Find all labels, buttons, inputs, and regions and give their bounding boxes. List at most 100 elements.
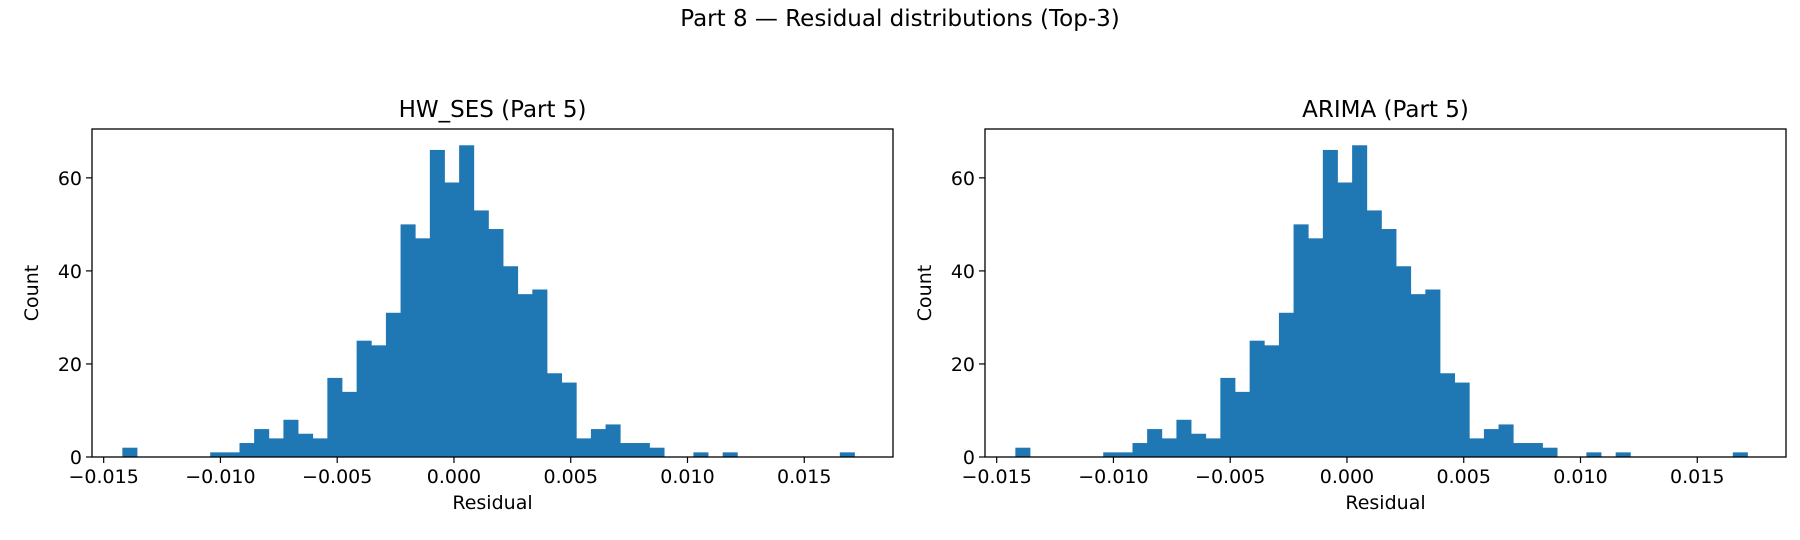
histogram-bar <box>1234 391 1251 457</box>
histogram-bar <box>1498 424 1514 457</box>
y-axis-label: Count <box>914 265 936 321</box>
histogram-bar <box>649 447 665 457</box>
histogram-bar <box>576 438 592 457</box>
histogram-bar <box>1278 312 1294 457</box>
histogram-bar <box>1161 438 1177 457</box>
y-tick-label: 40 <box>951 261 975 283</box>
histogram-bar <box>341 391 358 457</box>
histogram-bar <box>1439 373 1456 457</box>
histogram-bar <box>1337 182 1353 457</box>
x-axis-ticks: −0.015 −0.010 −0.005 0.000 0.005 0.010 0.015 <box>962 457 1724 488</box>
x-tick-label: 0.005 <box>544 466 598 488</box>
histogram-bars <box>1015 145 1748 457</box>
histogram-bar <box>1264 345 1280 457</box>
histogram-bar <box>1293 224 1309 457</box>
histogram-bar <box>1249 340 1265 457</box>
histogram-bar <box>400 224 416 457</box>
histogram-bar <box>268 438 284 457</box>
x-tick-label: −0.015 <box>69 466 139 488</box>
histogram-bar <box>371 345 387 457</box>
x-tick-label: −0.010 <box>185 466 255 488</box>
histogram-bar <box>356 340 372 457</box>
histogram-bar <box>722 452 738 457</box>
y-tick-label: 60 <box>58 168 82 190</box>
histogram-bar <box>415 238 431 457</box>
histogram-bar <box>239 443 255 457</box>
histogram-bar <box>122 447 138 457</box>
histogram-bar <box>1132 443 1148 457</box>
y-tick-label: 20 <box>951 354 975 376</box>
histogram-bars <box>122 145 855 457</box>
chart-title: HW_SES (Part 5) <box>399 97 587 123</box>
histogram-bar <box>283 419 299 457</box>
histogram-bar <box>1454 382 1470 457</box>
histogram-bar <box>532 289 548 457</box>
histogram-bar <box>1425 289 1441 457</box>
axes-frame <box>984 128 1787 458</box>
histogram-bar <box>546 373 563 457</box>
x-tick-label: 0.010 <box>1553 466 1607 488</box>
y-tick-label: 0 <box>70 447 82 469</box>
histogram-bar <box>1527 443 1543 457</box>
histogram-bar <box>385 312 401 457</box>
histogram-bar <box>473 210 489 457</box>
y-tick-label: 0 <box>963 447 975 469</box>
chart-title: ARIMA (Part 5) <box>1302 97 1469 123</box>
histogram-bar <box>210 452 226 457</box>
histogram-bar <box>517 294 533 457</box>
histogram-bar <box>1015 447 1031 457</box>
x-tick-label: 0.005 <box>1437 466 1491 488</box>
x-tick-label: −0.005 <box>302 466 372 488</box>
histogram-bar <box>1103 452 1119 457</box>
x-tick-label: −0.015 <box>962 466 1032 488</box>
histogram-bar <box>1513 443 1529 457</box>
histogram-bar <box>620 443 636 457</box>
x-tick-label: 0.000 <box>1320 466 1374 488</box>
histogram-bar <box>1117 452 1133 457</box>
histogram-bar <box>429 149 445 457</box>
histogram-bar <box>839 452 855 457</box>
histogram-bar <box>298 433 314 457</box>
histogram-bar <box>444 182 460 457</box>
x-tick-label: 0.000 <box>427 466 481 488</box>
histogram-bar <box>1205 438 1221 457</box>
x-tick-label: −0.005 <box>1195 466 1265 488</box>
y-tick-label: 40 <box>58 261 82 283</box>
histogram-bar <box>1191 433 1207 457</box>
histogram-bar <box>1586 452 1602 457</box>
histogram-bar <box>634 443 650 457</box>
histogram-bar <box>1308 238 1324 457</box>
histogram-bar <box>1469 438 1485 457</box>
histogram-bar <box>1147 429 1163 457</box>
histogram-bar <box>1396 266 1412 457</box>
histogram-bar <box>1483 429 1499 457</box>
histogram-bar <box>1732 452 1748 457</box>
x-tick-label: −0.010 <box>1078 466 1148 488</box>
histogram-bar <box>1322 149 1338 457</box>
histogram-bar <box>1366 210 1382 457</box>
histogram-bar <box>254 429 270 457</box>
histogram-bar <box>224 452 240 457</box>
histogram-bar <box>312 438 328 457</box>
figure-suptitle: Part 8 — Residual distributions (Top-3) <box>680 6 1120 32</box>
histogram-bar <box>327 377 343 457</box>
histogram-bar <box>1176 419 1192 457</box>
histogram-bar <box>693 452 709 457</box>
y-axis-ticks: 0 20 40 60 <box>951 168 985 469</box>
axes-frame <box>91 128 894 458</box>
histogram-bar <box>1410 294 1426 457</box>
x-axis-ticks: −0.015 −0.010 −0.005 0.000 0.005 0.010 0.015 <box>69 457 831 488</box>
x-tick-label: 0.015 <box>777 466 831 488</box>
histogram-bar <box>1542 447 1558 457</box>
y-axis-label: Count <box>21 265 43 321</box>
histogram-bar <box>590 429 606 457</box>
histogram-bar <box>503 266 519 457</box>
histogram-bar <box>1352 145 1368 457</box>
histogram-bar <box>488 229 504 457</box>
x-tick-label: 0.010 <box>660 466 714 488</box>
histogram-bar <box>1381 229 1397 457</box>
x-tick-label: 0.015 <box>1670 466 1724 488</box>
